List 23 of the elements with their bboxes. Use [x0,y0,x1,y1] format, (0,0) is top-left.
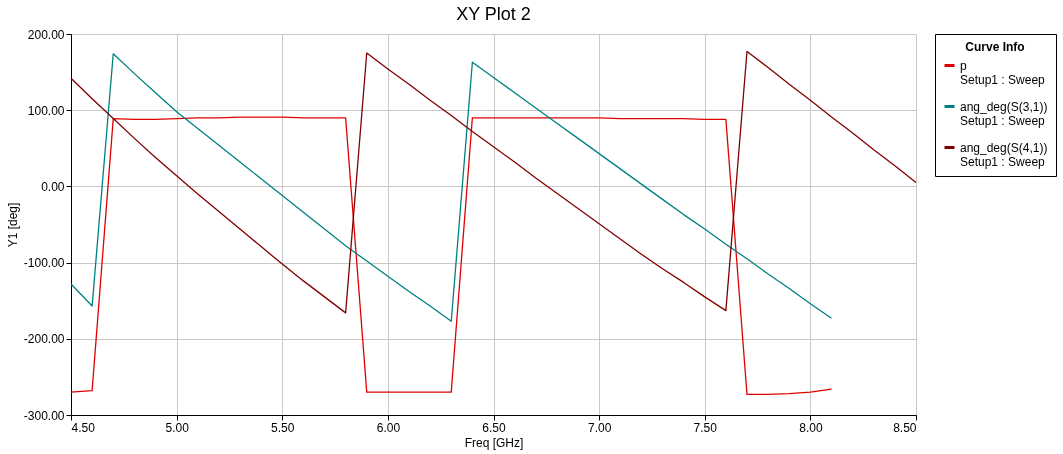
x-tick-label: 6.50 [482,420,506,435]
y-tick-label: 100.00 [27,103,65,118]
x-axis-title: Freq [GHz] [464,435,524,450]
y-tick-label: -200.00 [23,332,65,347]
x-tick-label: 8.50 [893,420,917,435]
legend-label: p Setup1 : Sweep [960,58,1046,87]
x-tick-label: 7.50 [693,420,718,435]
x-tick-label: 6.00 [376,420,401,435]
x-tick-label: 8.00 [799,420,823,435]
y-tick-label: 200.00 [27,27,65,42]
x-tick-label: 7.00 [587,420,612,435]
legend-label: ang_deg(S(4,1)) Setup1 : Sweep [960,140,1048,169]
x-tick-label: 4.50 [71,420,96,435]
legend-label: ang_deg(S(3,1)) Setup1 : Sweep [960,99,1048,128]
y-tick-label: -100.00 [23,256,65,271]
y-axis-title: Y1 [deg] [5,202,20,248]
x-tick-label: 5.50 [271,420,295,435]
legend-title: Curve Info [965,40,1025,54]
chart-title: XY Plot 2 [456,4,531,24]
line-series [70,116,833,396]
y-tick-label: 0.00 [41,179,65,194]
y-tick-label: -300.00 [23,408,65,423]
x-tick-label: 5.00 [165,420,190,435]
